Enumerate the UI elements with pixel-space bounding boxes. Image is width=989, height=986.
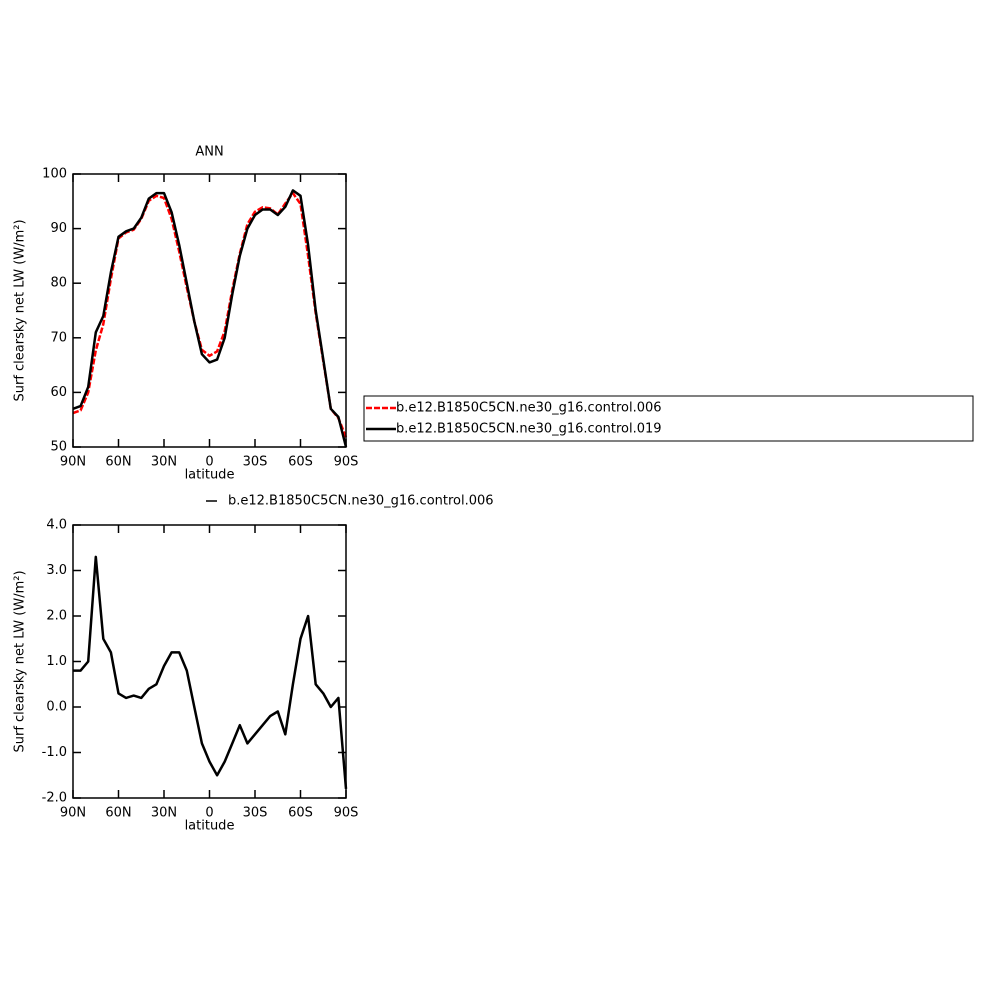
x-tick-label: 90S xyxy=(334,806,359,821)
x-tick-label: 60S xyxy=(288,455,313,470)
y-tick-label: 60 xyxy=(50,385,67,400)
legend-label: b.e12.B1850C5CN.ne30_g16.control.006 xyxy=(396,401,662,416)
y-tick-label: 50 xyxy=(50,440,67,455)
y-tick-label: -2.0 xyxy=(42,791,67,806)
x-tick-label: 30N xyxy=(151,806,177,821)
y-axis-label: Surf clearsky net LW (W/m²) xyxy=(13,219,28,401)
y-tick-label: 3.0 xyxy=(46,563,67,578)
y-tick-label: 0.0 xyxy=(46,700,67,715)
plot-frame xyxy=(72,173,347,448)
series-line xyxy=(72,189,348,448)
x-tick-label: 90N xyxy=(60,455,86,470)
y-tick-label: 90 xyxy=(50,221,67,236)
x-tick-label: 0 xyxy=(205,455,213,470)
x-axis-label: latitude xyxy=(185,819,235,834)
x-axis-label: latitude xyxy=(185,468,235,483)
x-tick-label: 0 xyxy=(205,806,213,821)
y-tick-label: 70 xyxy=(50,330,67,345)
plot-frame xyxy=(72,524,347,799)
y-tick-label: -1.0 xyxy=(42,745,67,760)
y-tick-label: 2.0 xyxy=(46,609,67,624)
legend-label: b.e12.B1850C5CN.ne30_g16.control.006 xyxy=(228,494,494,509)
y-tick-label: 80 xyxy=(50,276,67,291)
x-tick-label: 60S xyxy=(288,806,313,821)
x-tick-label: 30S xyxy=(243,806,268,821)
y-axis-label: Surf clearsky net LW (W/m²) xyxy=(13,570,28,752)
series-line xyxy=(73,555,348,790)
y-tick-label: 100 xyxy=(42,167,67,182)
x-tick-label: 60N xyxy=(105,806,131,821)
y-tick-label: 4.0 xyxy=(46,518,67,533)
x-tick-label: 90S xyxy=(334,455,359,470)
legend-label: b.e12.B1850C5CN.ne30_g16.control.019 xyxy=(396,422,662,437)
legend-box xyxy=(363,395,974,442)
x-tick-label: 90N xyxy=(60,806,86,821)
x-tick-label: 60N xyxy=(105,455,131,470)
y-tick-label: 1.0 xyxy=(46,654,67,669)
chart-title: ANN xyxy=(195,145,223,160)
x-tick-label: 30S xyxy=(243,455,268,470)
x-tick-label: 30N xyxy=(151,455,177,470)
